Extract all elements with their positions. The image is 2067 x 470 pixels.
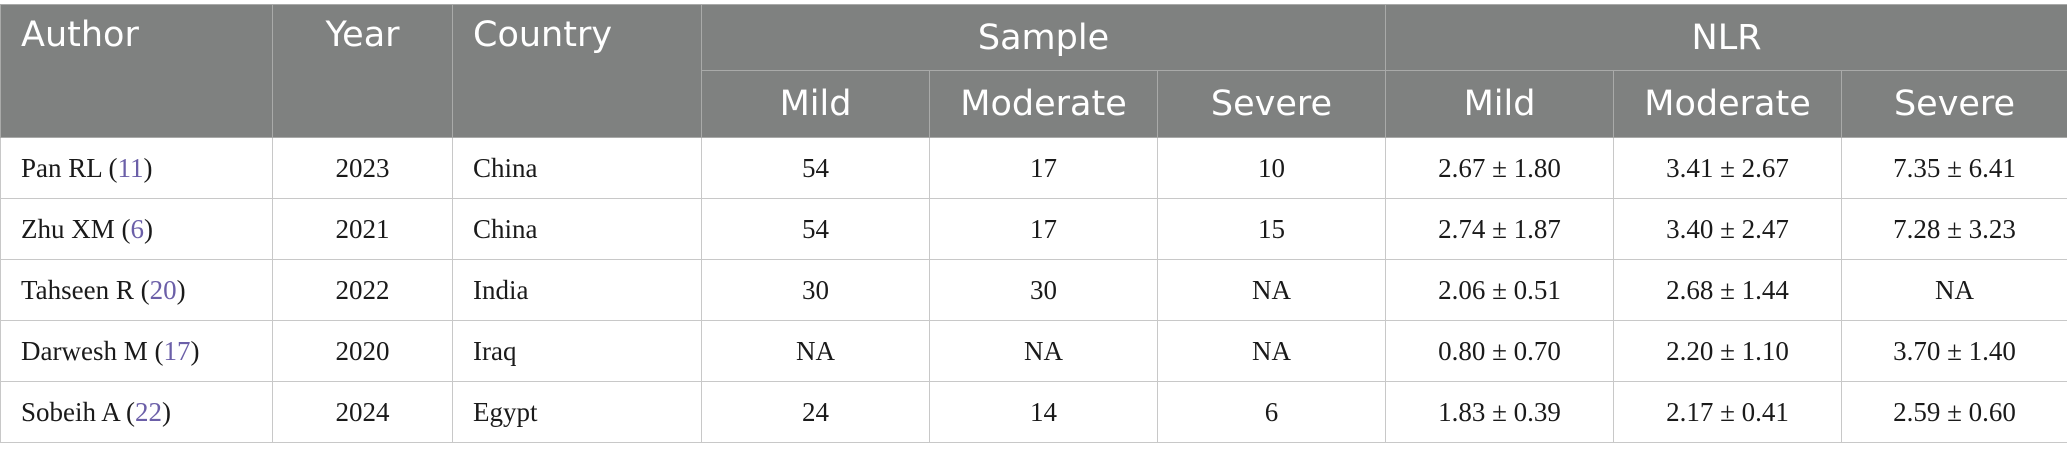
data-table: Author Year Country Sample NLR Mild Mode… — [0, 4, 2067, 443]
cell-sample-moderate: NA — [930, 321, 1158, 382]
header-year: Year — [273, 5, 453, 138]
header-country: Country — [453, 5, 702, 138]
reference-link[interactable]: 11 — [118, 153, 144, 183]
cell-sample-mild: NA — [702, 321, 930, 382]
cell-nlr-moderate: 3.41 ± 2.67 — [1614, 138, 1842, 199]
cell-sample-severe: 6 — [1158, 382, 1386, 443]
header-nlr: NLR — [1386, 5, 2067, 71]
cell-country: Iraq — [453, 321, 702, 382]
cell-sample-mild: 54 — [702, 138, 930, 199]
cell-nlr-mild: 2.67 ± 1.80 — [1386, 138, 1614, 199]
author-name: Zhu XM — [21, 214, 115, 244]
subheader-nlr-mild: Mild — [1386, 71, 1614, 138]
cell-nlr-severe: 7.28 ± 3.23 — [1842, 199, 2067, 260]
subheader-nlr-moderate: Moderate — [1614, 71, 1842, 138]
table-header: Author Year Country Sample NLR Mild Mode… — [1, 5, 2067, 138]
table-row: Zhu XM (6) 2021 China 54 17 15 2.74 ± 1.… — [1, 199, 2067, 260]
cell-year: 2020 — [273, 321, 453, 382]
cell-nlr-moderate: 2.68 ± 1.44 — [1614, 260, 1842, 321]
cell-nlr-mild: 1.83 ± 0.39 — [1386, 382, 1614, 443]
cell-year: 2021 — [273, 199, 453, 260]
cell-nlr-severe: 7.35 ± 6.41 — [1842, 138, 2067, 199]
table-row: Sobeih A (22) 2024 Egypt 24 14 6 1.83 ± … — [1, 382, 2067, 443]
cell-nlr-moderate: 2.20 ± 1.10 — [1614, 321, 1842, 382]
author-name: Pan RL — [21, 153, 102, 183]
cell-country: China — [453, 138, 702, 199]
author-name: Sobeih A — [21, 397, 119, 427]
header-sample: Sample — [702, 5, 1386, 71]
cell-nlr-severe: 2.59 ± 0.60 — [1842, 382, 2067, 443]
cell-author: Sobeih A (22) — [1, 382, 273, 443]
table-row: Tahseen R (20) 2022 India 30 30 NA 2.06 … — [1, 260, 2067, 321]
cell-author: Tahseen R (20) — [1, 260, 273, 321]
cell-author: Darwesh M (17) — [1, 321, 273, 382]
cell-sample-severe: 10 — [1158, 138, 1386, 199]
cell-nlr-severe: NA — [1842, 260, 2067, 321]
cell-sample-mild: 30 — [702, 260, 930, 321]
reference-link[interactable]: 22 — [135, 397, 162, 427]
cell-sample-mild: 54 — [702, 199, 930, 260]
cell-nlr-moderate: 2.17 ± 0.41 — [1614, 382, 1842, 443]
reference-link[interactable]: 6 — [131, 214, 145, 244]
cell-nlr-mild: 2.74 ± 1.87 — [1386, 199, 1614, 260]
subheader-sample-moderate: Moderate — [930, 71, 1158, 138]
cell-nlr-mild: 0.80 ± 0.70 — [1386, 321, 1614, 382]
table-row: Pan RL (11) 2023 China 54 17 10 2.67 ± 1… — [1, 138, 2067, 199]
cell-sample-moderate: 17 — [930, 138, 1158, 199]
cell-nlr-severe: 3.70 ± 1.40 — [1842, 321, 2067, 382]
subheader-nlr-severe: Severe — [1842, 71, 2067, 138]
subheader-sample-severe: Severe — [1158, 71, 1386, 138]
cell-sample-mild: 24 — [702, 382, 930, 443]
subheader-sample-mild: Mild — [702, 71, 930, 138]
cell-country: China — [453, 199, 702, 260]
cell-sample-severe: NA — [1158, 260, 1386, 321]
cell-country: India — [453, 260, 702, 321]
cell-nlr-moderate: 3.40 ± 2.47 — [1614, 199, 1842, 260]
cell-sample-moderate: 17 — [930, 199, 1158, 260]
cell-year: 2023 — [273, 138, 453, 199]
cell-sample-moderate: 30 — [930, 260, 1158, 321]
reference-link[interactable]: 20 — [150, 275, 177, 305]
table-row: Darwesh M (17) 2020 Iraq NA NA NA 0.80 ±… — [1, 321, 2067, 382]
cell-year: 2024 — [273, 382, 453, 443]
cell-year: 2022 — [273, 260, 453, 321]
author-name: Tahseen R — [21, 275, 134, 305]
cell-country: Egypt — [453, 382, 702, 443]
reference-link[interactable]: 17 — [163, 336, 190, 366]
cell-author: Pan RL (11) — [1, 138, 273, 199]
cell-sample-severe: NA — [1158, 321, 1386, 382]
cell-nlr-mild: 2.06 ± 0.51 — [1386, 260, 1614, 321]
author-name: Darwesh M — [21, 336, 148, 366]
cell-sample-severe: 15 — [1158, 199, 1386, 260]
cell-sample-moderate: 14 — [930, 382, 1158, 443]
header-author: Author — [1, 5, 273, 138]
cell-author: Zhu XM (6) — [1, 199, 273, 260]
